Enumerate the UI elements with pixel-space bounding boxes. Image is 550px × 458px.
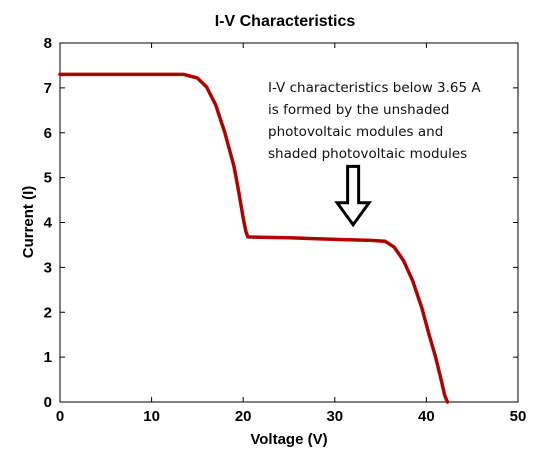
annotation-group: I-V characteristics below 3.65 A is forme… [268, 80, 481, 228]
y-tick-label: 2 [44, 304, 52, 321]
x-axis-label: Voltage (V) [250, 431, 327, 448]
annotation-line: photovoltaic modules and [268, 124, 443, 140]
annotation-line: is formed by the unshaded [268, 102, 449, 118]
y-tick-label: 6 [44, 125, 52, 142]
x-tick-label: 0 [56, 408, 64, 425]
iv-curve-core [60, 74, 448, 403]
down-arrow-icon [334, 164, 373, 228]
y-tick-label: 5 [44, 170, 52, 187]
y-tick-label: 7 [44, 80, 52, 97]
x-tick-label: 20 [235, 408, 252, 425]
axis-ticks: 0 10 20 30 40 50 0 1 2 3 4 5 6 7 8 [44, 35, 527, 425]
annotation-line: shaded photovoltaic modules [268, 146, 467, 162]
y-tick-label: 4 [44, 215, 53, 232]
series-layer [58, 72, 450, 404]
x-tick-label: 40 [418, 408, 435, 425]
y-tick-label: 1 [44, 349, 52, 366]
y-axis-label: Current (I) [20, 186, 37, 259]
x-tick-label: 10 [143, 408, 160, 425]
annotation-line: I-V characteristics below 3.65 A [268, 80, 481, 96]
y-tick-label: 0 [44, 394, 52, 411]
x-tick-label: 50 [510, 408, 527, 425]
plot-frame [59, 42, 519, 403]
y-tick-label: 8 [44, 35, 52, 52]
y-tick-label: 3 [44, 259, 52, 276]
x-tick-label: 30 [326, 408, 343, 425]
chart-title: I-V Characteristics [215, 13, 356, 30]
